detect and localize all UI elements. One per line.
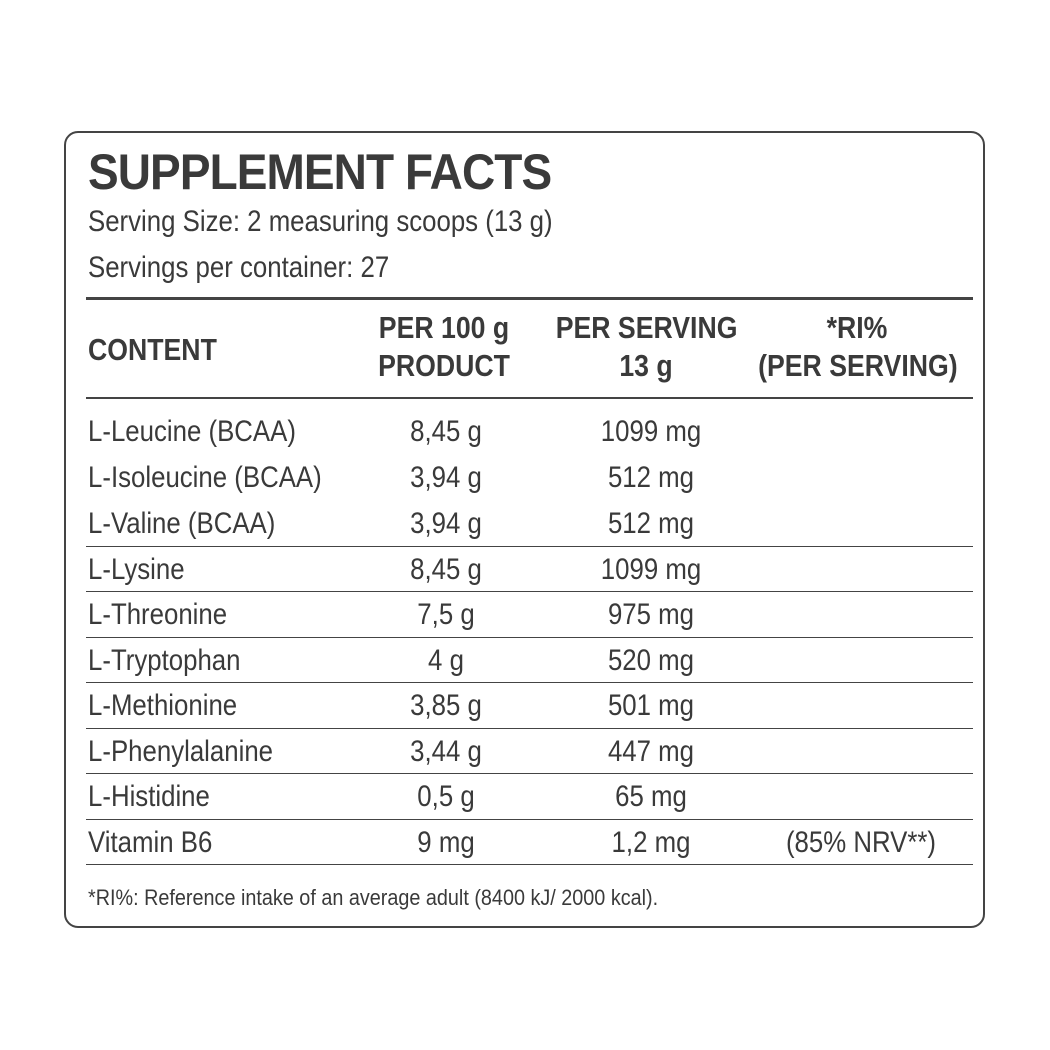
divider-header bbox=[86, 397, 973, 399]
row-per-100g: 3,44 g bbox=[410, 734, 482, 768]
table-row: L-Histidine 0,5 g 65 mg bbox=[86, 774, 973, 820]
row-name: L-Valine (BCAA) bbox=[88, 507, 276, 540]
table-row: L-Valine (BCAA) 3,94 g 512 mg bbox=[86, 501, 973, 547]
header-per-serving-line1: PER SERVING bbox=[555, 310, 738, 345]
row-name: L-Phenylalanine bbox=[88, 734, 274, 768]
table-row: L-Threonine 7,5 g 975 mg bbox=[86, 592, 973, 638]
row-per-serving: 975 mg bbox=[607, 598, 695, 631]
row-per-serving: 512 mg bbox=[607, 507, 695, 540]
row-per-serving: 65 mg bbox=[615, 780, 687, 813]
row-name: L-Lysine bbox=[88, 552, 185, 586]
supplement-facts-panel: SUPPLEMENT FACTS Serving Size: 2 measuri… bbox=[64, 131, 985, 928]
row-per-serving: 512 mg bbox=[607, 461, 695, 494]
row-name: L-Methionine bbox=[88, 689, 238, 722]
header-per-100g-line1: PER 100 g bbox=[378, 310, 510, 345]
panel-title: SUPPLEMENT FACTS bbox=[88, 144, 552, 200]
row-per-100g: 4 g bbox=[428, 643, 464, 677]
row-per-100g: 8,45 g bbox=[410, 552, 482, 586]
row-per-100g: 3,94 g bbox=[410, 461, 482, 494]
table-row: L-Lysine 8,45 g 1099 mg bbox=[86, 547, 973, 592]
row-name: L-Threonine bbox=[88, 598, 228, 631]
nutrient-table: L-Leucine (BCAA) 8,45 g 1099 mg L-Isoleu… bbox=[86, 409, 973, 865]
row-per-100g: 9 mg bbox=[417, 825, 475, 859]
header-per-100g-line2: PRODUCT bbox=[378, 348, 510, 383]
table-row: Vitamin B6 9 mg 1,2 mg (85% NRV**) bbox=[86, 820, 973, 865]
row-per-100g: 3,94 g bbox=[410, 507, 482, 540]
row-name: L-Isoleucine (BCAA) bbox=[88, 461, 322, 494]
header-ri-line1: *RI% bbox=[826, 310, 888, 345]
table-row: L-Isoleucine (BCAA) 3,94 g 512 mg bbox=[86, 455, 973, 501]
row-name: Vitamin B6 bbox=[88, 825, 213, 859]
table-row: L-Phenylalanine 3,44 g 447 mg bbox=[86, 729, 973, 774]
row-name: L-Histidine bbox=[88, 780, 210, 813]
header-per-serving: PER SERVING 13 g bbox=[555, 309, 738, 385]
servings-per-container: Servings per container: 27 bbox=[88, 251, 390, 284]
header-ri-percent: *RI% (PER SERVING) bbox=[758, 309, 958, 385]
row-per-serving: 1099 mg bbox=[600, 552, 702, 586]
table-row: L-Tryptophan 4 g 520 mg bbox=[86, 638, 973, 683]
header-content: CONTENT bbox=[88, 332, 217, 367]
row-per-serving: 1,2 mg bbox=[611, 825, 691, 859]
row-per-serving: 447 mg bbox=[607, 734, 695, 768]
header-per-serving-line2: 13 g bbox=[619, 348, 673, 383]
table-row: L-Leucine (BCAA) 8,45 g 1099 mg bbox=[86, 409, 973, 455]
row-per-100g: 7,5 g bbox=[417, 598, 475, 631]
row-ri: (85% NRV**) bbox=[785, 825, 937, 859]
row-per-serving: 520 mg bbox=[607, 643, 695, 677]
row-per-100g: 8,45 g bbox=[410, 415, 482, 448]
header-per-100g: PER 100 g PRODUCT bbox=[367, 309, 522, 385]
row-name: L-Tryptophan bbox=[88, 643, 241, 677]
row-per-serving: 501 mg bbox=[607, 689, 695, 722]
serving-size: Serving Size: 2 measuring scoops (13 g) bbox=[88, 205, 553, 238]
row-per-100g: 0,5 g bbox=[417, 780, 475, 813]
table-row: L-Methionine 3,85 g 501 mg bbox=[86, 683, 973, 729]
row-per-100g: 3,85 g bbox=[410, 689, 482, 722]
divider-top bbox=[86, 297, 973, 300]
footnote: *RI%: Reference intake of an average adu… bbox=[88, 885, 659, 910]
row-per-serving: 1099 mg bbox=[600, 415, 702, 448]
row-name: L-Leucine (BCAA) bbox=[88, 415, 296, 448]
header-ri-line2: (PER SERVING) bbox=[758, 348, 958, 383]
